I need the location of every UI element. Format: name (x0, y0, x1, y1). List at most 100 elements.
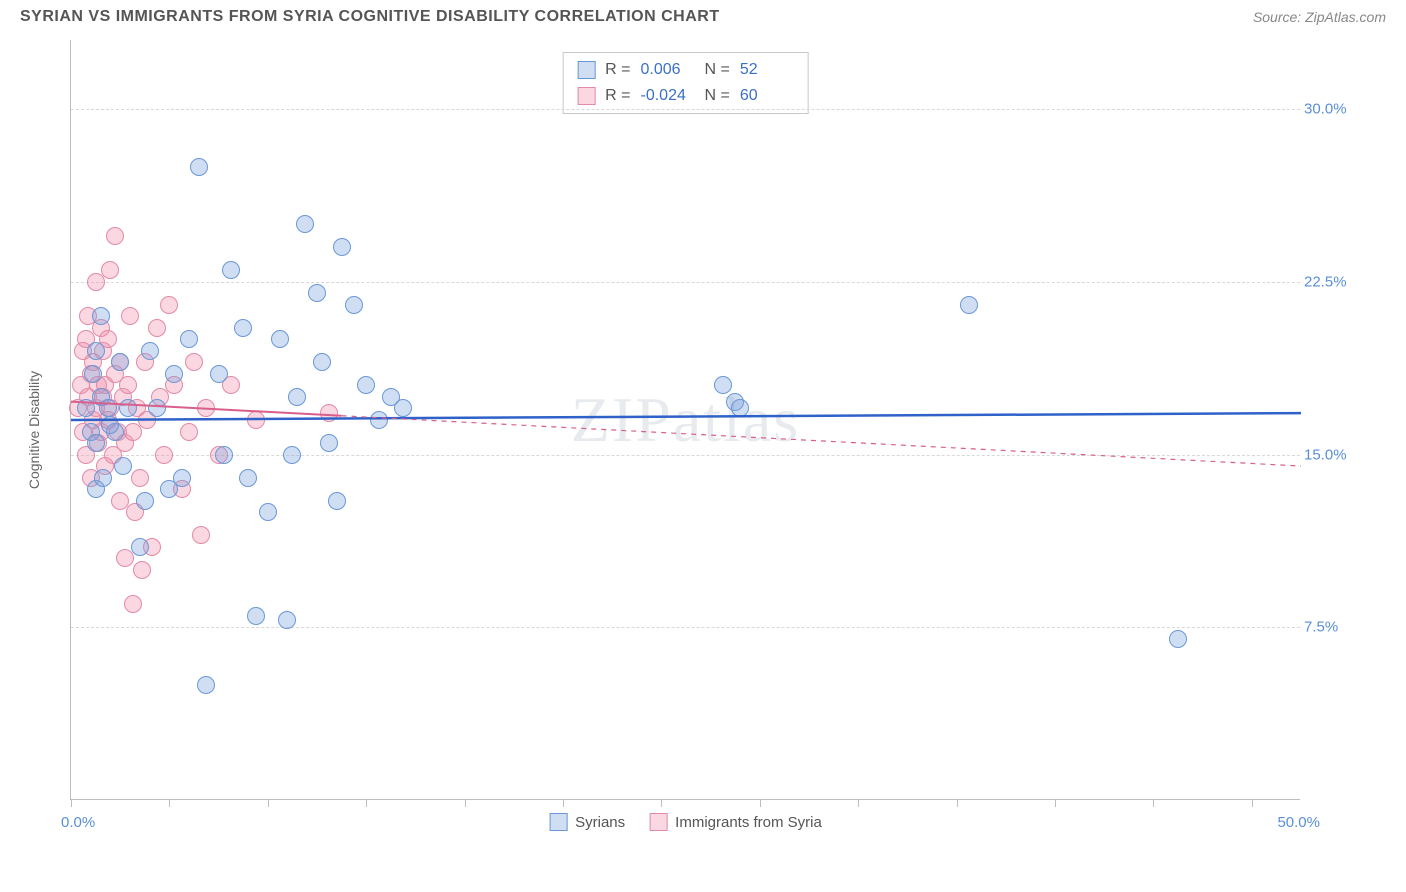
y-tick-label: 7.5% (1304, 619, 1374, 636)
data-point-syrians (278, 611, 296, 629)
data-point-syrians (87, 342, 105, 360)
x-tick (1252, 799, 1253, 807)
data-point-syrians (111, 353, 129, 371)
data-point-immigrants (101, 261, 119, 279)
data-point-syrians (190, 158, 208, 176)
data-point-syrians (394, 399, 412, 417)
data-point-syrians (345, 296, 363, 314)
bottom-legend: Syrians Immigrants from Syria (549, 813, 822, 831)
stats-row: R =-0.024N =60 (577, 83, 794, 109)
data-point-syrians (215, 446, 233, 464)
x-tick (366, 799, 367, 807)
plot-region: ZIPatlas R =0.006N =52R =-0.024N =60 0.0… (70, 40, 1300, 800)
x-tick (661, 799, 662, 807)
gridline-h (71, 455, 1300, 456)
data-point-syrians (101, 416, 119, 434)
data-point-syrians (308, 284, 326, 302)
data-point-syrians (714, 376, 732, 394)
legend-label: Syrians (575, 814, 625, 831)
chart-header: SYRIAN VS IMMIGRANTS FROM SYRIA COGNITIV… (0, 0, 1406, 30)
x-tick (268, 799, 269, 807)
data-point-syrians (77, 399, 95, 417)
data-point-immigrants (133, 561, 151, 579)
data-point-syrians (148, 399, 166, 417)
data-point-immigrants (320, 404, 338, 422)
legend-swatch (649, 813, 667, 831)
data-point-syrians (333, 238, 351, 256)
data-point-immigrants (185, 353, 203, 371)
data-point-syrians (114, 457, 132, 475)
y-tick-label: 15.0% (1304, 446, 1374, 463)
legend-label: Immigrants from Syria (675, 814, 822, 831)
gridline-h (71, 282, 1300, 283)
legend-swatch (577, 61, 595, 79)
data-point-syrians (92, 307, 110, 325)
data-point-immigrants (121, 307, 139, 325)
data-point-syrians (136, 492, 154, 510)
data-point-immigrants (148, 319, 166, 337)
data-point-immigrants (180, 423, 198, 441)
x-tick (1055, 799, 1056, 807)
x-axis-end-label: 50.0% (1277, 814, 1320, 831)
data-point-syrians (239, 469, 257, 487)
data-point-syrians (731, 399, 749, 417)
data-point-syrians (180, 330, 198, 348)
data-point-syrians (960, 296, 978, 314)
data-point-immigrants (155, 446, 173, 464)
data-point-immigrants (124, 423, 142, 441)
x-tick (169, 799, 170, 807)
data-point-immigrants (160, 296, 178, 314)
data-point-immigrants (197, 399, 215, 417)
gridline-h (71, 109, 1300, 110)
data-point-syrians (320, 434, 338, 452)
trendline-extrapolation-immigrants (342, 416, 1301, 466)
data-point-syrians (247, 607, 265, 625)
x-tick (465, 799, 466, 807)
stat-n-label: N = (705, 83, 730, 109)
data-point-syrians (210, 365, 228, 383)
y-tick-label: 22.5% (1304, 273, 1374, 290)
x-tick (858, 799, 859, 807)
chart-area: Cognitive Disability ZIPatlas R = 0.006 N … (20, 30, 1386, 830)
data-point-immigrants (124, 595, 142, 613)
data-point-syrians (197, 676, 215, 694)
watermark: ZIPatlas (571, 383, 800, 457)
x-axis-start-label: 0.0% (61, 814, 95, 831)
data-point-syrians (84, 365, 102, 383)
stat-n-value: 60 (740, 83, 794, 109)
data-point-syrians (173, 469, 191, 487)
x-tick (760, 799, 761, 807)
x-tick (1153, 799, 1154, 807)
data-point-syrians (1169, 630, 1187, 648)
data-point-syrians (370, 411, 388, 429)
data-point-syrians (357, 376, 375, 394)
stats-legend-box: R =0.006N =52R =-0.024N =60 (562, 52, 809, 114)
x-tick (563, 799, 564, 807)
legend-swatch (549, 813, 567, 831)
y-axis-title: Cognitive Disability (26, 371, 42, 489)
data-point-syrians (271, 330, 289, 348)
legend-item-immigrants: Immigrants from Syria (649, 813, 822, 831)
data-point-immigrants (119, 376, 137, 394)
data-point-syrians (328, 492, 346, 510)
x-tick (957, 799, 958, 807)
data-point-syrians (283, 446, 301, 464)
data-point-syrians (234, 319, 252, 337)
data-point-immigrants (87, 273, 105, 291)
gridline-h (71, 627, 1300, 628)
data-point-immigrants (131, 469, 149, 487)
data-point-syrians (141, 342, 159, 360)
stat-r-value: -0.024 (641, 83, 695, 109)
data-point-immigrants (247, 411, 265, 429)
stat-n-value: 52 (740, 57, 794, 83)
stat-r-label: R = (605, 57, 630, 83)
data-point-syrians (288, 388, 306, 406)
stat-r-value: 0.006 (641, 57, 695, 83)
data-point-syrians (119, 399, 137, 417)
data-point-immigrants (106, 227, 124, 245)
x-tick (71, 799, 72, 807)
data-point-syrians (87, 434, 105, 452)
data-point-syrians (296, 215, 314, 233)
data-point-syrians (131, 538, 149, 556)
y-tick-label: 30.0% (1304, 101, 1374, 118)
